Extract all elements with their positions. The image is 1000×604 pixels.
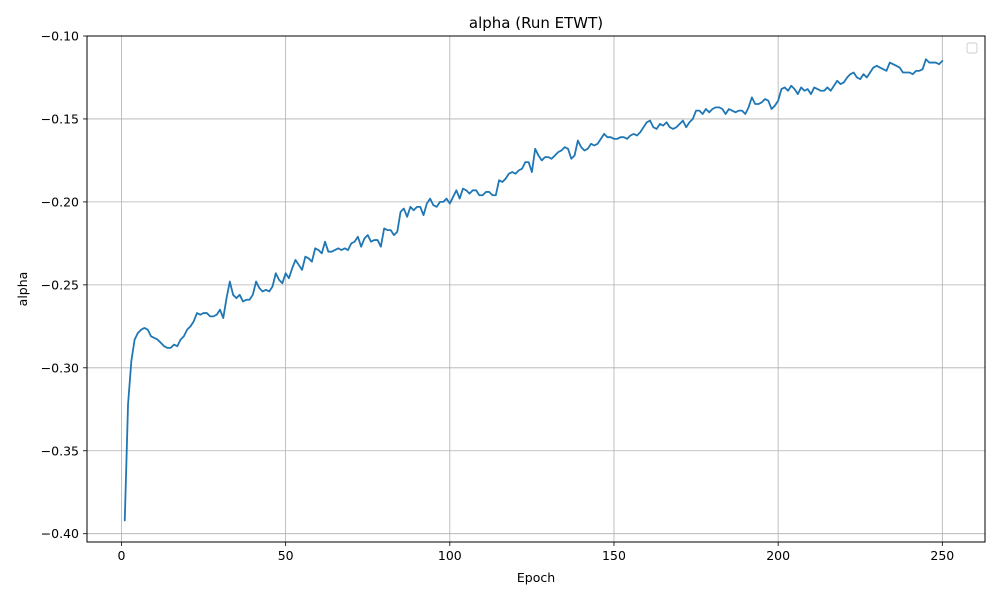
y-tick-label: −0.10 <box>41 29 79 44</box>
series-layer <box>123 58 944 522</box>
plot-frame <box>86 35 986 543</box>
x-tick-label: 100 <box>438 548 462 563</box>
series-line-0 <box>123 58 944 522</box>
y-tick-label: −0.30 <box>41 360 79 375</box>
x-tick-label: 50 <box>278 548 294 563</box>
x-tick-label: 0 <box>117 548 125 563</box>
y-axis: −0.40 −0.35 −0.30 −0.25 −0.20 −0.15 −0.10 <box>41 29 87 541</box>
y-tick-label: −0.15 <box>41 111 79 126</box>
y-tick-label: −0.25 <box>41 277 79 292</box>
x-tick-label: 200 <box>766 548 790 563</box>
x-axis-title: Epoch <box>517 570 555 585</box>
x-axis: 0 50 100 150 200 250 <box>117 542 954 563</box>
x-tick-label: 250 <box>930 548 954 563</box>
chart-title: alpha (Run ETWT) <box>469 14 603 32</box>
legend-box <box>966 42 978 54</box>
legend <box>966 42 978 54</box>
y-axis-title: alpha <box>15 272 30 307</box>
y-tick-label: −0.35 <box>41 443 79 458</box>
y-tick-label: −0.20 <box>41 194 79 209</box>
x-tick-label: 150 <box>602 548 626 563</box>
y-tick-label: −0.40 <box>41 526 79 541</box>
